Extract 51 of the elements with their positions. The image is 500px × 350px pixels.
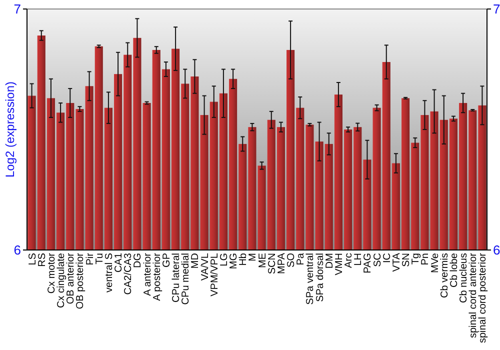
x-tick-label: Pir (84, 252, 96, 266)
x-tick-label: VMH (334, 253, 345, 276)
x-tick-label: CPu medial (180, 253, 192, 305)
x-tick-label: Tg (410, 253, 422, 265)
x-tick-label: SC (372, 253, 384, 267)
x-tick-label: CA2/CA3 (123, 252, 134, 295)
x-tick-label: ME (257, 252, 268, 268)
x-tick-label: VPM/VPL (209, 252, 220, 296)
x-tick-label: Cb vermis (439, 253, 450, 298)
x-tick-label: spinal cord anterior (468, 252, 480, 338)
x-tick-label: OB posterior (75, 252, 86, 310)
x-tick-label: A anterior (142, 252, 154, 296)
x-tick-label: Tu (94, 253, 106, 264)
x-tick-label: VTA (391, 252, 402, 272)
x-tick-label: DG (132, 252, 144, 268)
x-tick-label: MPA (276, 252, 288, 274)
x-tick-label: Cx cingulate (56, 252, 68, 308)
x-tick-label: Pn (420, 253, 432, 266)
x-tick-label: CPu lateral (171, 253, 182, 302)
x-tick-label: GP (161, 252, 172, 268)
x-tick-label: IC (382, 253, 393, 263)
x-tick-label: MD (190, 253, 202, 269)
x-tick-label: LS (27, 252, 38, 266)
x-tick-label: Cb lobe (448, 252, 460, 288)
x-tick-label: SCN (266, 253, 278, 274)
y-axis-title: Log2 (expression) (3, 81, 18, 178)
x-tick-label: SPa ventral (305, 253, 316, 305)
x-tick-label: Pa (296, 252, 307, 266)
x-tick-label: LH (353, 253, 364, 266)
x-tick-label: DM (324, 253, 336, 269)
x-tick-label: M (248, 253, 259, 262)
x-tick-label: OB anterior (66, 252, 77, 304)
y2-tick-label: 6 (493, 242, 500, 258)
x-tick-label: SO (286, 252, 298, 268)
x-tick-label: CA1 (114, 252, 125, 272)
x-tick-label: A posterior (152, 252, 163, 301)
x-tick-label: Hb (238, 252, 250, 266)
x-tick-label: Cx motor (46, 252, 58, 294)
y2-tick-label: 7 (493, 2, 500, 17)
x-tick-label: MVe (430, 252, 441, 274)
x-tick-label: SN (401, 253, 412, 267)
x-tick-label: Arc (344, 253, 355, 268)
x-tick-label: VA/VL (200, 252, 211, 281)
x-tick-label: LG (218, 252, 230, 266)
x-tick-label: PAG (362, 252, 374, 274)
x-tick-label: Cb nucleus (458, 253, 470, 304)
x-tick-label: MG (228, 252, 240, 270)
x-tick-label: ventral S (104, 252, 115, 292)
x-tick-label: SPa dorsal (314, 253, 326, 302)
x-tick-label: RS (36, 252, 48, 267)
x-tick-label: spinal cord posterior (478, 252, 489, 344)
